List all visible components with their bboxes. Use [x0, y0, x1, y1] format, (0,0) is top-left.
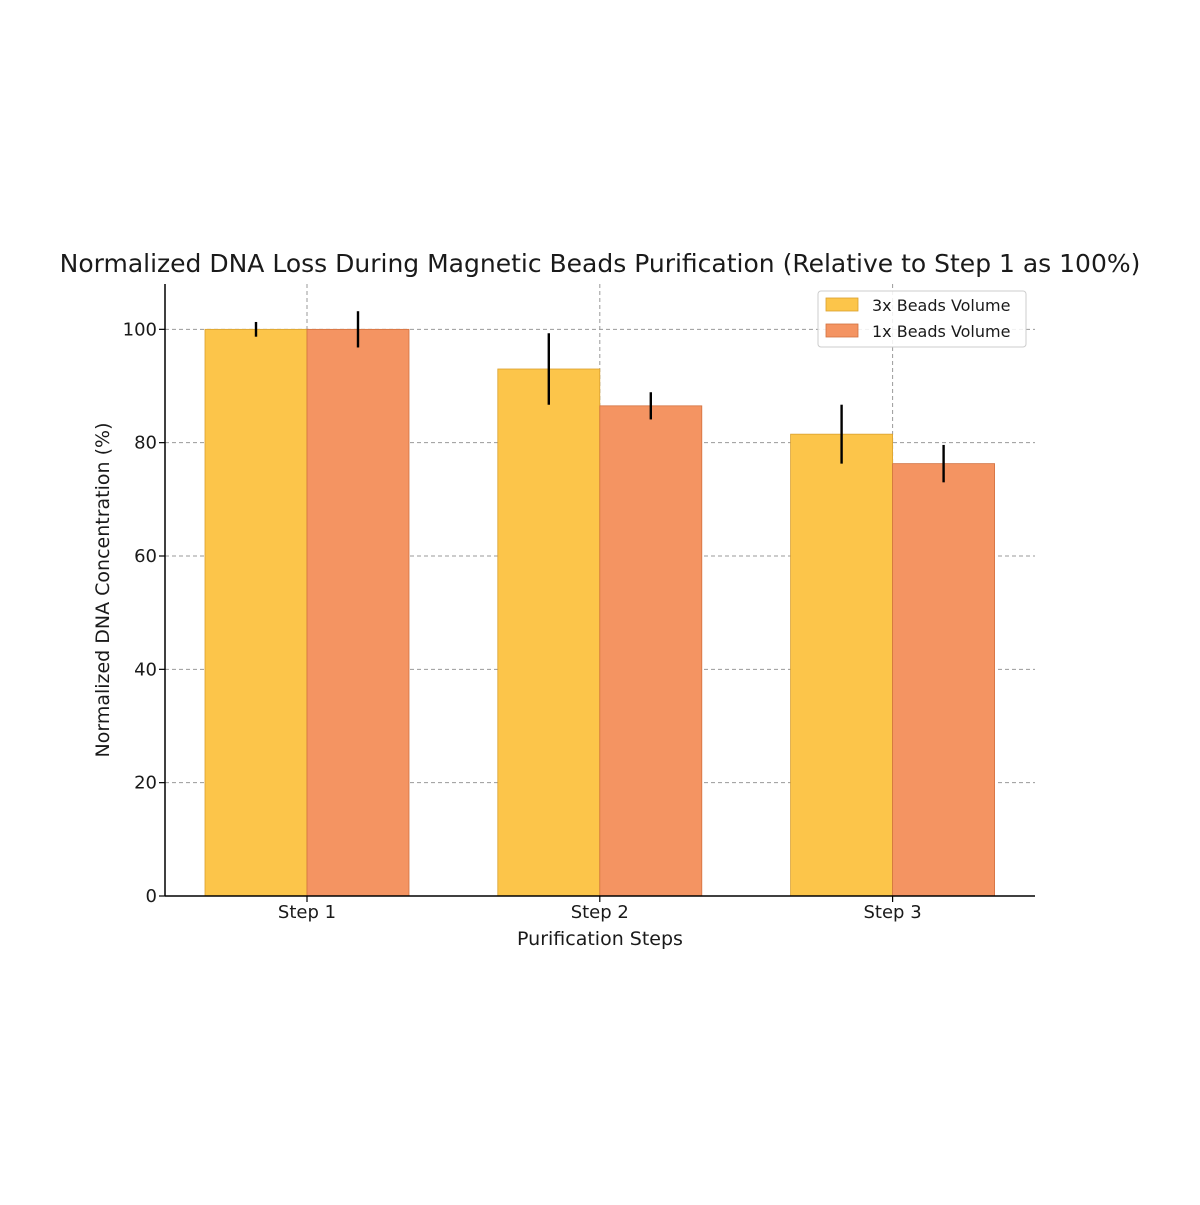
errors-layer: [254, 311, 945, 483]
y-axis-label: Normalized DNA Concentration (%): [92, 423, 114, 758]
legend-label: 3x Beads Volume: [872, 296, 1010, 315]
y-tick-label: 80: [134, 433, 157, 454]
legend-swatch: [825, 297, 859, 312]
chart-title: Normalized DNA Loss During Magnetic Bead…: [60, 249, 1141, 278]
legend-frame: [817, 290, 1027, 348]
y-tick-label: 20: [134, 773, 157, 794]
bar: [306, 328, 410, 897]
legend: 3x Beads Volume 1x Beads Volume: [817, 290, 1027, 348]
x-axis-label: Purification Steps: [517, 928, 683, 950]
bars-layer: [204, 328, 995, 897]
y-tick-label: 0: [146, 886, 157, 907]
x-tick-label: Step 2: [571, 902, 629, 923]
legend-label: 1x Beads Volume: [872, 322, 1010, 341]
axes-layer: 0 20 40 60 80 100 Step 1 Step 2 Step 3: [123, 284, 1035, 923]
bar: [204, 328, 308, 897]
bar: [599, 405, 703, 897]
y-tick-label: 100: [123, 319, 157, 340]
bar: [790, 433, 893, 897]
x-tick-label: Step 3: [864, 902, 922, 923]
y-tick-label: 40: [134, 659, 157, 680]
bar: [892, 463, 995, 897]
bar: [497, 368, 601, 897]
y-tick-label: 60: [134, 546, 157, 567]
legend-swatch: [825, 323, 859, 338]
x-tick-label: Step 1: [278, 902, 336, 923]
